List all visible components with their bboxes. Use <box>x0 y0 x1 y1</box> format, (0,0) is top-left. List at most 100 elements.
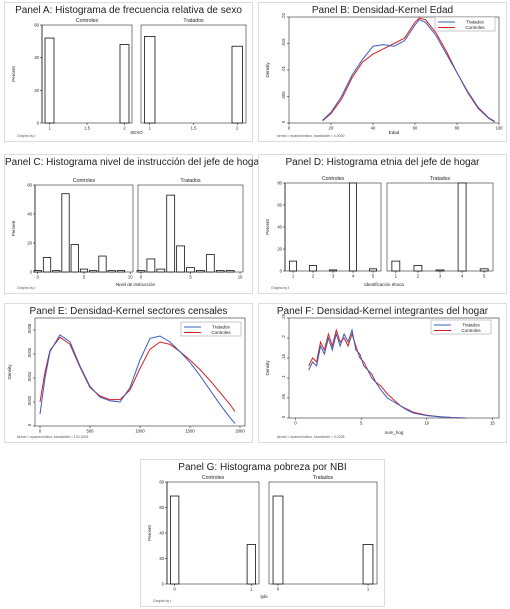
bar <box>79 268 89 273</box>
x-tick-label: 2 <box>236 126 239 131</box>
x-tick-label: 0 <box>288 126 291 131</box>
bar <box>479 268 489 272</box>
y-tick-label: 80 <box>277 181 282 186</box>
panel-a: Panel A: Histograma de frecuencia relati… <box>4 2 253 142</box>
bar <box>196 270 205 273</box>
chart-title: Panel G: Histograma pobreza por NBI <box>178 462 347 473</box>
y-tick-label: .015 <box>281 38 286 47</box>
y-axis-label: Density <box>7 364 12 380</box>
x-axis-label: ipbi <box>260 594 267 599</box>
bar <box>215 270 225 273</box>
x-tick-label: 1.5 <box>191 126 197 131</box>
panel-g-chart: 0 20 40 60 80 Percent Controles 0 1 Tratados 0 1 ipb… <box>147 475 378 599</box>
bar <box>413 265 423 272</box>
facet-label: Controles <box>73 178 96 184</box>
y-tick-label: 20 <box>34 88 39 93</box>
y-tick-label: 0 <box>281 120 286 123</box>
x-tick-label: 0 <box>294 421 297 426</box>
bar <box>272 495 284 585</box>
bar <box>116 270 126 273</box>
panel-d-chart: 0 20 40 60 80 Percent Controles 1 2 3 4 5 Tratados 1 2… <box>265 176 494 287</box>
series-line-tratados <box>39 334 236 424</box>
legend-label: Tratados <box>462 323 480 328</box>
x-tick-label: 80 <box>455 126 460 131</box>
legend-label: Controles <box>465 25 485 30</box>
y-tick-label: 80 <box>159 480 164 485</box>
panel-e: Panel E: Densidad-Kernel sectores censal… <box>4 303 253 443</box>
bar <box>369 268 378 272</box>
panel-f-chart: 0 .05 .1 .15 .2 .25 0 5 10 15 Density num_hog Tratad… <box>265 313 500 435</box>
bar <box>89 270 98 273</box>
series-line-controles <box>308 328 467 419</box>
y-tick-label: 40 <box>277 225 282 230</box>
legend-label: Controles <box>211 330 231 335</box>
y-tick-label: 40 <box>34 55 39 60</box>
facet-label: Tratados <box>183 18 204 24</box>
bar <box>170 495 180 585</box>
facet-label: Controles <box>76 18 99 24</box>
bar <box>435 269 445 272</box>
y-tick-label: .0006 <box>27 347 32 358</box>
x-tick-label: 5 <box>360 421 363 426</box>
y-tick-label: 40 <box>159 531 164 536</box>
bar <box>119 44 130 124</box>
bar <box>246 544 256 585</box>
bar <box>457 182 467 272</box>
x-tick-label: 500 <box>87 429 95 434</box>
legend-label: Tratados <box>466 20 484 25</box>
legend-label: Tratados <box>212 325 230 330</box>
x-tick-label: 1 <box>367 587 370 592</box>
bar <box>52 270 61 273</box>
bar <box>42 257 52 273</box>
x-tick-label: 2 <box>417 274 420 279</box>
footnote: Graphs by t <box>17 134 36 138</box>
panel-b: Panel B: Densidad-Kernel Edad 0 .005 .01 .0… <box>258 2 507 142</box>
chart-title: Panel D: Histograma etnia del jefe de ho… <box>285 157 480 168</box>
bar <box>231 45 243 124</box>
x-axis-label: Identificación étnica <box>364 282 404 287</box>
y-tick-label: 60 <box>159 505 164 510</box>
y-tick-label: .25 <box>281 313 286 319</box>
series-line-controles <box>39 336 236 412</box>
x-tick-label: 20 <box>329 126 334 131</box>
x-tick-label: 40 <box>371 126 376 131</box>
y-tick-label: 0 <box>27 423 32 426</box>
x-tick-label: 10 <box>238 275 243 280</box>
x-tick-label: 15 <box>490 421 495 426</box>
x-tick-label: 4 <box>352 274 355 279</box>
panel-f: Panel F: Densidad-Kernel integrantes del… <box>258 303 507 443</box>
y-axis-label: Density <box>265 62 270 78</box>
panel-e-chart: 0 .0002 .0004 .0006 .0008 0 500 1000 1500 2000 Den… <box>7 317 245 434</box>
panel-b-chart: 0 .005 .01 .015 .02 0 20 40 60 80 100 Density Edad Tr… <box>265 12 503 135</box>
y-axis-label: Density <box>265 360 270 376</box>
y-tick-label: 20 <box>277 247 282 252</box>
x-axis-label: Edad <box>389 130 400 135</box>
x-tick-label: 3 <box>439 274 442 279</box>
facet-frame <box>140 24 247 124</box>
y-tick-label: .05 <box>281 393 286 399</box>
bar <box>205 254 215 273</box>
x-tick-label: 2 <box>123 126 126 131</box>
legend-label: Controles <box>461 328 481 333</box>
y-axis-label: Percent <box>265 218 270 234</box>
x-tick-label: 1500 <box>185 429 195 434</box>
footnote: Graphs by t <box>153 599 172 603</box>
x-tick-label: 1 <box>292 274 295 279</box>
x-tick-label: 0 <box>37 275 40 280</box>
x-axis-label: Nivel de instrucción <box>116 282 156 287</box>
x-tick-label: 0 <box>277 587 280 592</box>
y-tick-label: 0 <box>30 270 33 275</box>
bar <box>61 193 70 273</box>
footnote: kernel = epanechnikov, bandwidth = 0.222… <box>277 435 345 439</box>
facet-label: Controles <box>322 176 345 182</box>
chart-title: Panel F: Densidad-Kernel integrantes del… <box>276 306 489 317</box>
bar <box>156 268 166 273</box>
y-tick-label: .0002 <box>27 395 32 406</box>
footnote: Graphs by t <box>271 286 290 290</box>
series-line-tratados <box>322 19 496 122</box>
x-tick-label: 2 <box>312 274 315 279</box>
chart-title: Panel A: Histograma de frecuencia relati… <box>15 5 242 16</box>
y-tick-label: 20 <box>159 556 164 561</box>
y-axis-label: Percent <box>147 524 152 540</box>
footnote: Graphs by t <box>17 286 36 290</box>
